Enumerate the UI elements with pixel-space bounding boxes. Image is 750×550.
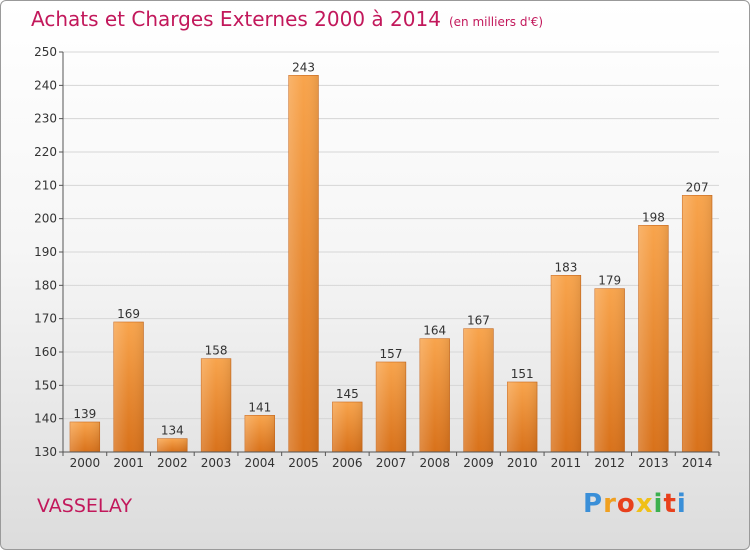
logo-letter: t — [663, 489, 677, 519]
bar-shine — [463, 328, 494, 452]
commune-name: VASSELAY — [37, 495, 133, 517]
y-tick-label: 200 — [34, 212, 57, 226]
x-tick-label: 2014 — [682, 456, 713, 470]
y-tick-label: 220 — [34, 145, 57, 159]
logo-letter: i — [676, 489, 687, 519]
y-tick-label: 180 — [34, 278, 57, 292]
bar-shine — [376, 362, 406, 452]
data-label: 167 — [467, 314, 490, 328]
x-tick-label: 2003 — [201, 456, 232, 470]
logo-letter: P — [583, 489, 604, 519]
logo-letter: o — [616, 489, 636, 519]
y-tick-label: 210 — [34, 178, 57, 192]
data-label: 141 — [248, 400, 271, 414]
bar-shine — [682, 195, 713, 453]
data-label: 164 — [423, 324, 446, 338]
axes — [62, 52, 719, 453]
data-label: 145 — [336, 387, 359, 401]
bar-shine — [69, 422, 100, 452]
chart-title: Achats et Charges Externes 2000 à 2014 (e… — [31, 7, 543, 31]
y-tick-label: 170 — [34, 312, 57, 326]
y-tick-label: 190 — [34, 245, 57, 259]
logo-letter: r — [603, 489, 617, 519]
y-tick-label: 230 — [34, 112, 57, 126]
x-tick-label: 2000 — [70, 456, 101, 470]
title-text: Achats et Charges Externes 2000 à 2014 — [31, 7, 441, 31]
x-tick-label: 2001 — [113, 456, 144, 470]
bar-shine — [551, 275, 581, 452]
proxiti-logo[interactable]: Proxiti — [583, 489, 687, 519]
data-label: 134 — [161, 424, 184, 438]
data-label: 158 — [205, 344, 228, 358]
data-labels: 139 169 134 158 141 243 145 157 164 167 151 183 179 1… — [73, 60, 708, 437]
data-label: 157 — [380, 347, 403, 361]
bar-shine — [113, 322, 144, 452]
x-tick-label: 2012 — [594, 456, 625, 470]
unit-label: (en milliers d'€) — [448, 15, 544, 29]
y-tick-label: 130 — [34, 445, 57, 459]
bar-shine — [244, 415, 275, 452]
data-label: 139 — [73, 407, 96, 421]
x-tick-label: 2011 — [551, 456, 582, 470]
y-tick-label: 140 — [34, 412, 57, 426]
x-axis-ticks: 2000 2001 2002 2003 2004 2005 2006 2007 2008 2009… — [62, 452, 720, 470]
data-label: 179 — [598, 274, 621, 288]
y-tick-label: 250 — [34, 45, 57, 59]
x-tick-label: 2006 — [332, 456, 363, 470]
bar-shine — [507, 382, 538, 452]
y-tick-label: 240 — [34, 78, 57, 92]
bar-shine — [332, 402, 363, 452]
x-tick-label: 2007 — [376, 456, 407, 470]
bar-shine — [638, 225, 669, 452]
data-label: 207 — [686, 180, 709, 194]
bar-shine — [201, 358, 231, 452]
bar-shine — [157, 438, 188, 452]
bars — [69, 75, 713, 453]
y-axis-ticks: 130 140 150 160 170 180 190 200 210 220 230 240 250 — [34, 45, 63, 459]
logo-letter: i — [653, 489, 664, 519]
x-tick-label: 2013 — [638, 456, 669, 470]
logo-letter: x — [635, 489, 654, 519]
bar-shine — [288, 75, 319, 452]
data-label: 243 — [292, 60, 315, 74]
x-tick-label: 2010 — [507, 456, 538, 470]
x-tick-label: 2002 — [157, 456, 188, 470]
bar-shine — [419, 338, 450, 452]
y-tick-label: 150 — [34, 378, 57, 392]
data-label: 151 — [511, 367, 534, 381]
x-tick-label: 2009 — [463, 456, 494, 470]
x-tick-label: 2004 — [245, 456, 276, 470]
bar-shine — [594, 288, 625, 452]
x-tick-label: 2005 — [288, 456, 319, 470]
data-label: 198 — [642, 210, 665, 224]
x-tick-label: 2008 — [419, 456, 450, 470]
data-label: 183 — [554, 260, 577, 274]
data-label: 169 — [117, 307, 140, 321]
y-tick-label: 160 — [34, 345, 57, 359]
